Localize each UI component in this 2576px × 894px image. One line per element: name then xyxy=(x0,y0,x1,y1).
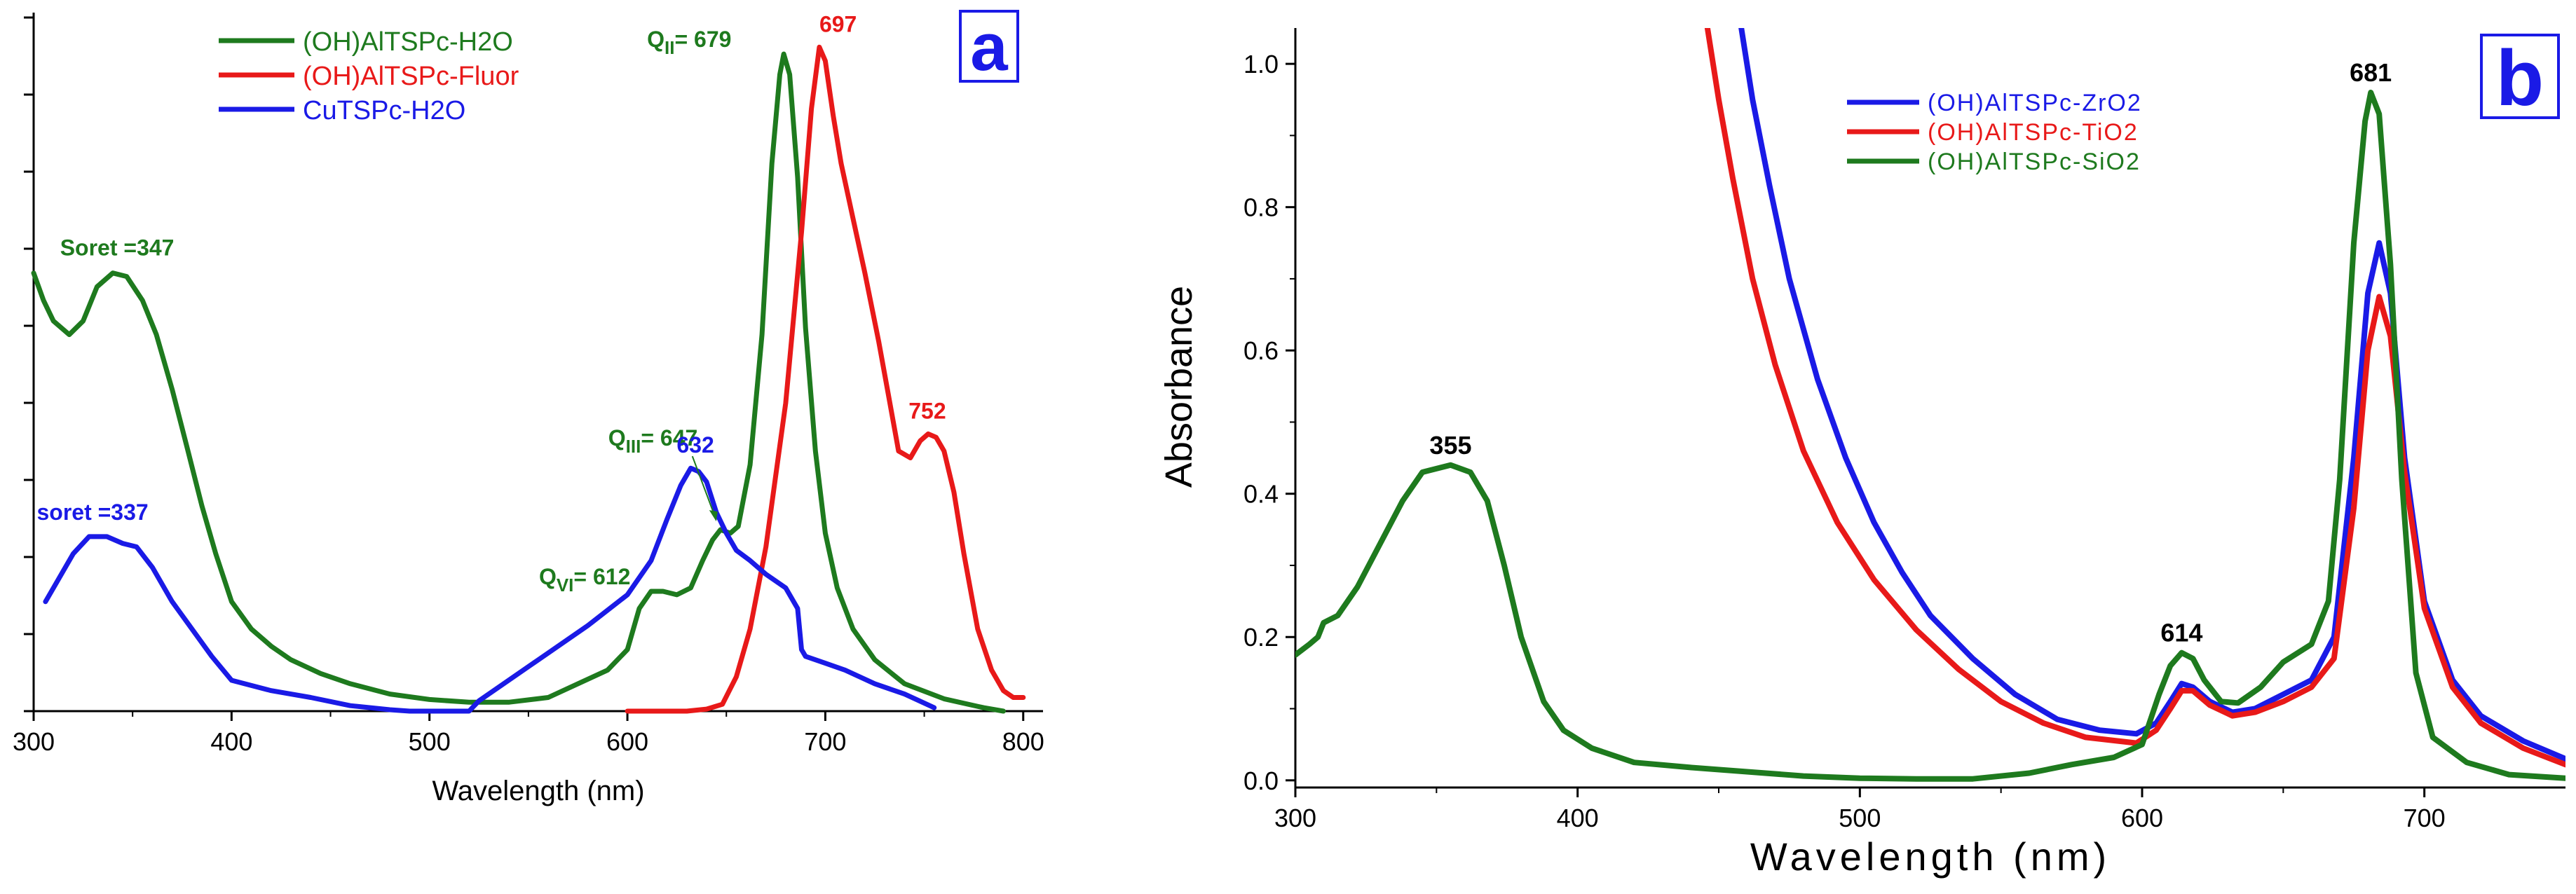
y-tick-label: 0.4 xyxy=(1243,480,1279,509)
panel-a-annotations: Soret =347 soret =337 QVI= 612 QIII= 647 QII… xyxy=(36,11,946,596)
peak-annotation: 632 xyxy=(676,432,714,458)
x-tick-label: 600 xyxy=(2121,804,2163,832)
legend-label: (OH)AlTSPc-Fluor xyxy=(303,62,519,91)
panel-b-y-axis-label: Absorbance xyxy=(1158,286,1200,488)
y-tick-label: 1.0 xyxy=(1243,50,1279,78)
panel-a-series xyxy=(31,44,1026,714)
x-tick-label: 300 xyxy=(13,727,55,756)
panel-a-legend: (OH)AlTSPc-H2O (OH)AlTSPc-Fluor CuTSPc-H2O xyxy=(219,27,519,125)
peak-annotation: QIII= 647 xyxy=(608,425,698,457)
panel-a-letter: a xyxy=(970,10,1008,85)
x-tick-label: 500 xyxy=(409,727,451,756)
panel-b-axes xyxy=(1294,28,2565,789)
panel-b: 300 400 500 600 700 0.0 0.2 0.4 0.6 0.8 1.0 355 61… xyxy=(1158,28,2565,879)
legend-label: (OH)AlTSPc-SiO2 xyxy=(1928,149,2141,175)
series-line xyxy=(1295,90,2565,782)
panel-a-qiii-arrow xyxy=(691,455,717,521)
x-tick-label: 300 xyxy=(1274,804,1316,832)
peak-annotation: Soret =347 xyxy=(60,235,175,261)
y-tick-label: 0.2 xyxy=(1243,623,1279,652)
legend-label: (OH)AlTSPc-TiO2 xyxy=(1928,119,2139,146)
x-tick-label: 400 xyxy=(1557,804,1599,832)
peak-annotation: 697 xyxy=(819,11,857,36)
series-line xyxy=(43,465,937,714)
peak-annotation: QII= 679 xyxy=(647,27,731,58)
panel-a-letter-box: a xyxy=(959,10,1019,85)
x-tick-label: 400 xyxy=(210,727,252,756)
peak-annotation: soret =337 xyxy=(36,500,148,525)
x-tick-label: 700 xyxy=(804,727,846,756)
panel-a-x-ticks: 300 400 500 600 700 800 xyxy=(13,711,1044,756)
x-tick-label: 600 xyxy=(606,727,648,756)
panel-b-legend: (OH)AlTSPc-ZrO2 (OH)AlTSPc-TiO2 (OH)AlTSPc… xyxy=(1847,90,2142,175)
panel-b-series xyxy=(1295,28,2565,782)
peak-annotation: 614 xyxy=(2160,619,2202,647)
peak-annotation: 752 xyxy=(908,398,946,423)
x-tick-label: 700 xyxy=(2404,804,2446,832)
peak-annotation: 681 xyxy=(2350,58,2392,87)
y-tick-label: 0.6 xyxy=(1243,336,1279,365)
x-tick-label: 800 xyxy=(1002,727,1044,756)
peak-annotation: 355 xyxy=(1429,431,1471,460)
panel-b-annotations: 355 614 681 xyxy=(1429,58,2392,647)
peak-annotation: QVI= 612 xyxy=(539,564,630,596)
panel-a-y-ticks xyxy=(24,16,34,713)
panel-b-x-ticks: 300 400 500 600 700 xyxy=(1274,788,2446,832)
x-tick-label: 500 xyxy=(1839,804,1881,832)
panel-b-y-ticks: 0.0 0.2 0.4 0.6 0.8 1.0 xyxy=(1243,50,1295,795)
panel-b-letter: b xyxy=(2496,34,2544,122)
panel-a: 300 400 500 600 700 800 Soret =347 soret =337 Q… xyxy=(13,10,1044,806)
panel-b-x-axis-label: Wavelength (nm) xyxy=(1750,834,2111,879)
legend-label: (OH)AlTSPc-ZrO2 xyxy=(1928,90,2142,116)
y-tick-label: 0.8 xyxy=(1243,193,1279,222)
legend-label: (OH)AlTSPc-H2O xyxy=(303,27,513,57)
panel-a-x-axis-label: Wavelength (nm) xyxy=(432,776,644,806)
panel-b-letter-box: b xyxy=(2480,34,2560,122)
series-line xyxy=(31,51,1006,714)
series-line xyxy=(625,44,1026,714)
panel-a-axes xyxy=(32,13,1043,713)
y-tick-label: 0.0 xyxy=(1243,766,1279,795)
legend-label: CuTSPc-H2O xyxy=(303,96,465,125)
